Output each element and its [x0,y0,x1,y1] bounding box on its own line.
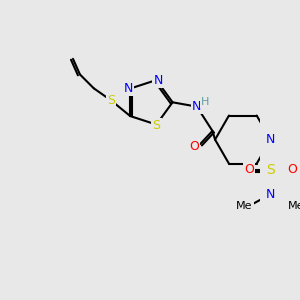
Text: S: S [266,163,275,177]
Text: Me: Me [236,201,253,212]
Text: Me: Me [288,201,300,212]
Text: N: N [124,82,133,95]
Text: S: S [152,119,160,132]
Text: N: N [266,133,275,146]
Text: N: N [192,100,202,113]
Text: N: N [153,74,163,86]
Text: S: S [107,94,115,107]
Text: O: O [189,140,199,153]
Text: H: H [201,97,210,107]
Text: O: O [287,164,297,176]
Text: N: N [266,188,275,201]
Text: O: O [244,164,254,176]
